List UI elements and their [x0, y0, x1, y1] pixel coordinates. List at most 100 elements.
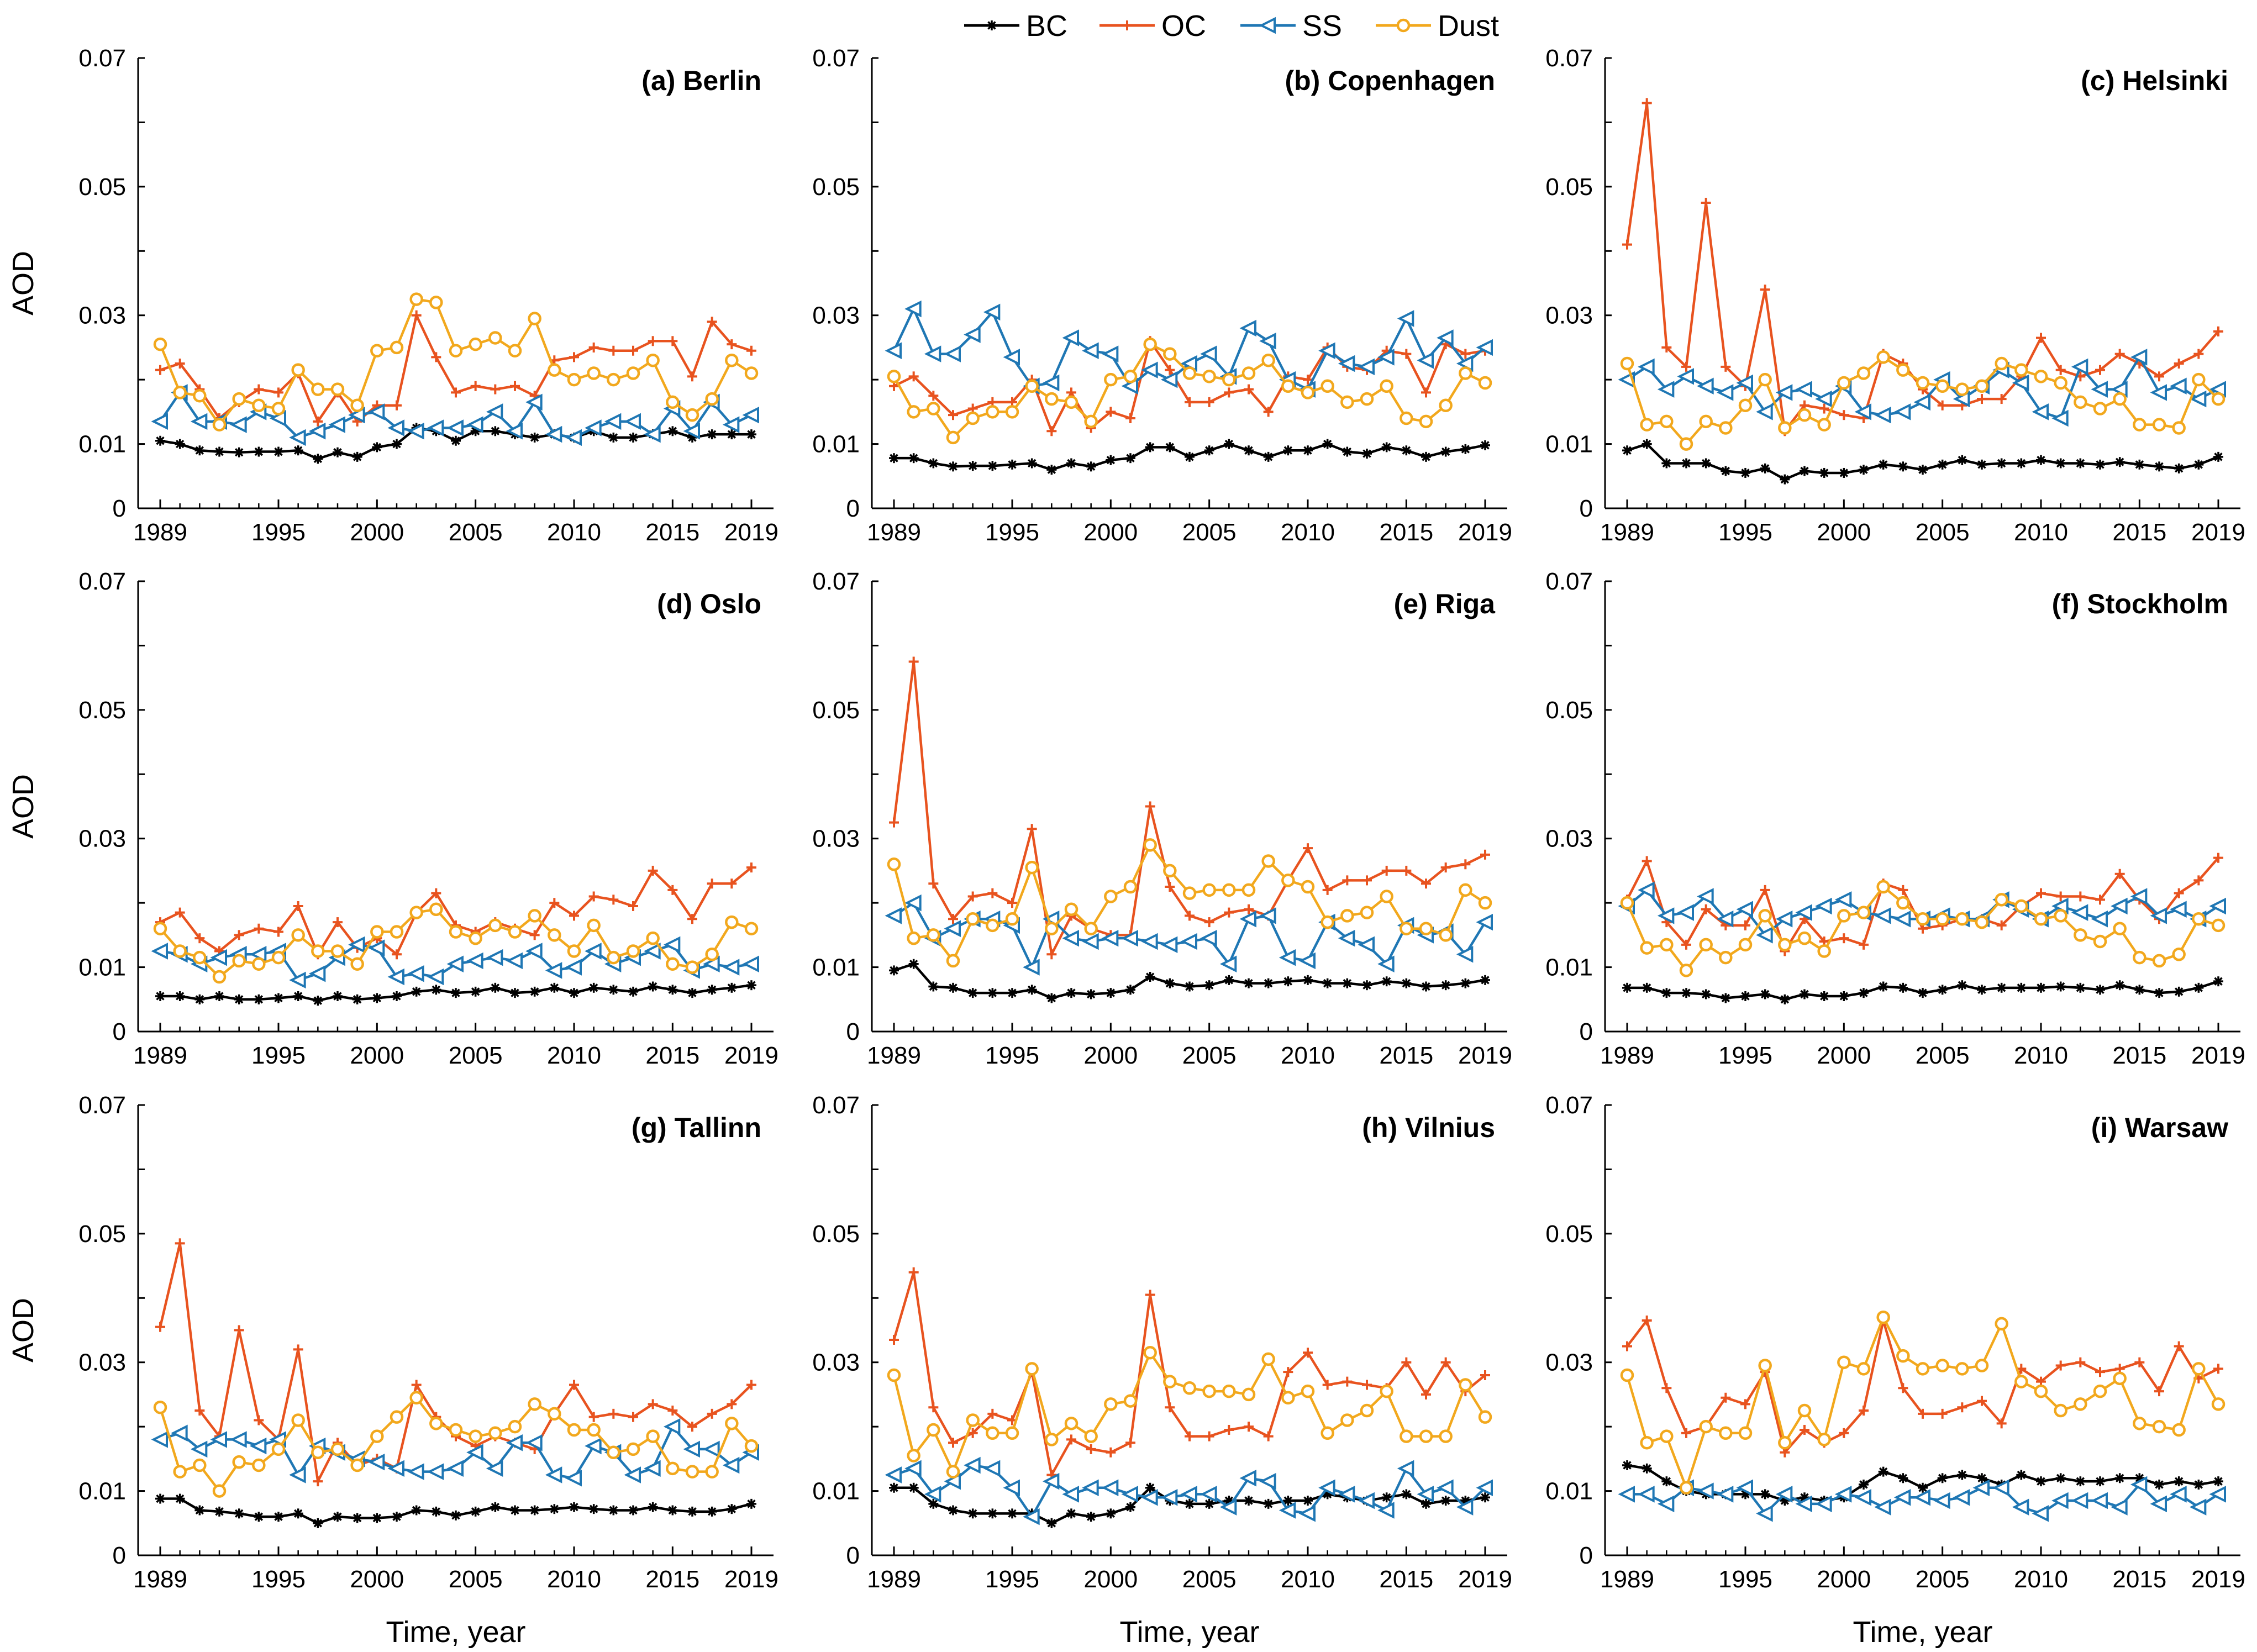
- data-point-oc: [1859, 1406, 1869, 1416]
- data-point-oc: [608, 345, 619, 356]
- data-point-dust: [193, 950, 207, 965]
- data-point-bc: [588, 982, 599, 993]
- data-point-ss: [387, 419, 404, 436]
- data-point-ss: [1456, 1498, 1474, 1516]
- data-point-dust: [1123, 370, 1138, 383]
- data-point-dust: [1620, 1368, 1634, 1382]
- data-point-ss: [1638, 1486, 1655, 1503]
- data-point-oc: [1839, 1428, 1849, 1438]
- data-point-bc: [431, 1506, 441, 1517]
- data-point-dust: [946, 954, 960, 968]
- data-point-ss: [1756, 927, 1773, 944]
- data-point-ss: [1893, 1488, 1911, 1506]
- data-point-ss: [1101, 345, 1119, 362]
- data-point-ss: [1476, 1479, 1493, 1496]
- data-point-dust: [2113, 392, 2127, 406]
- data-point-bc: [490, 426, 501, 436]
- x-tick-label: 2005: [1182, 1566, 1237, 1593]
- data-point-dust: [548, 363, 561, 377]
- x-tick-label: 2010: [1281, 1566, 1335, 1593]
- data-point-bc: [1027, 985, 1037, 995]
- data-point-dust: [966, 912, 980, 926]
- data-point-oc: [2213, 326, 2223, 336]
- data-point-dust: [2192, 1362, 2206, 1376]
- data-point-oc: [1165, 882, 1175, 892]
- data-point-dust: [1301, 880, 1315, 894]
- data-point-dust: [2074, 928, 2087, 942]
- data-point-ss: [2091, 381, 2108, 398]
- data-point-dust: [291, 928, 305, 942]
- data-point-oc: [889, 817, 899, 828]
- data-point-ss: [722, 959, 740, 976]
- data-point-dust: [1935, 379, 1949, 393]
- data-point-ss: [2130, 888, 2148, 905]
- x-tick-label: 1989: [867, 519, 921, 546]
- data-point-dust: [1620, 896, 1634, 910]
- data-point-dust: [1758, 372, 1772, 387]
- data-point-dust: [390, 1410, 404, 1424]
- y-tick-label: 0.03: [812, 825, 860, 853]
- data-point-bc: [333, 991, 343, 1001]
- data-point-dust: [2192, 372, 2206, 387]
- data-point-oc: [2174, 1341, 2184, 1351]
- data-point-dust: [927, 402, 940, 415]
- data-point-bc: [1283, 1496, 1293, 1506]
- data-point-dust: [429, 1417, 443, 1430]
- data-point-dust: [350, 1458, 364, 1472]
- data-point-bc: [1819, 467, 1829, 478]
- data-point-dust: [271, 1442, 286, 1456]
- data-point-dust: [1005, 1426, 1019, 1440]
- data-point-bc: [549, 1504, 560, 1514]
- data-point-dust: [1400, 1429, 1413, 1443]
- data-point-dust: [153, 1400, 167, 1414]
- data-point-bc: [392, 439, 402, 449]
- data-point-ss: [1397, 310, 1414, 327]
- data-point-ss: [407, 1463, 424, 1480]
- data-point-bc: [608, 432, 619, 443]
- data-point-ss: [289, 971, 306, 989]
- data-point-dust: [2014, 899, 2028, 913]
- data-point-bc: [273, 993, 283, 1003]
- data-point-bc: [1263, 978, 1274, 988]
- data-point-bc: [490, 982, 501, 993]
- data-point-ss: [446, 419, 464, 436]
- y-tick-label: 0.01: [1545, 1478, 1593, 1505]
- data-point-dust: [1916, 1362, 1930, 1376]
- data-point-ss: [885, 342, 902, 359]
- data-point-oc: [1322, 885, 1333, 895]
- data-point-dust: [1955, 1362, 1969, 1376]
- data-point-dust: [1995, 356, 2008, 371]
- panel-6: 0 0.01 0.03 0.05 0.07 1989 1995 2000 2005 2010 201…: [1545, 568, 2245, 1069]
- data-point-dust: [1123, 880, 1138, 894]
- data-point-dust: [469, 337, 482, 351]
- data-point-oc: [1701, 904, 1711, 914]
- data-point-oc: [1145, 801, 1155, 812]
- x-tick-label: 2019: [724, 1566, 778, 1593]
- data-point-oc: [1740, 920, 1750, 930]
- data-point-bc: [2095, 1476, 2105, 1487]
- data-point-dust: [1025, 860, 1039, 875]
- data-point-oc: [967, 891, 978, 902]
- data-point-ss: [1756, 1505, 1773, 1522]
- data-point-dust: [1719, 421, 1733, 435]
- data-point-dust: [887, 1368, 901, 1382]
- legend: BC OC SS Dust: [964, 9, 1499, 43]
- data-point-oc: [254, 923, 264, 934]
- data-point-bc: [1642, 1463, 1652, 1474]
- data-point-oc: [648, 1399, 658, 1409]
- legend-marker-oc: [1122, 20, 1132, 30]
- x-tick-label: 2010: [547, 1042, 601, 1069]
- panel-title: (d) Oslo: [657, 588, 761, 619]
- data-point-bc: [451, 435, 461, 446]
- data-point-bc: [411, 986, 422, 997]
- panel-title: (h) Vilnius: [1362, 1112, 1495, 1143]
- data-point-ss: [427, 1463, 444, 1480]
- data-point-dust: [1222, 883, 1236, 897]
- data-point-dust: [2133, 418, 2146, 432]
- data-point-dust: [587, 366, 601, 380]
- data-point-bc: [234, 994, 244, 1004]
- y-axis-label: AOD: [7, 251, 40, 315]
- data-point-dust: [1459, 1378, 1472, 1392]
- data-point-ss: [2071, 1492, 2088, 1509]
- data-point-dust: [626, 366, 640, 380]
